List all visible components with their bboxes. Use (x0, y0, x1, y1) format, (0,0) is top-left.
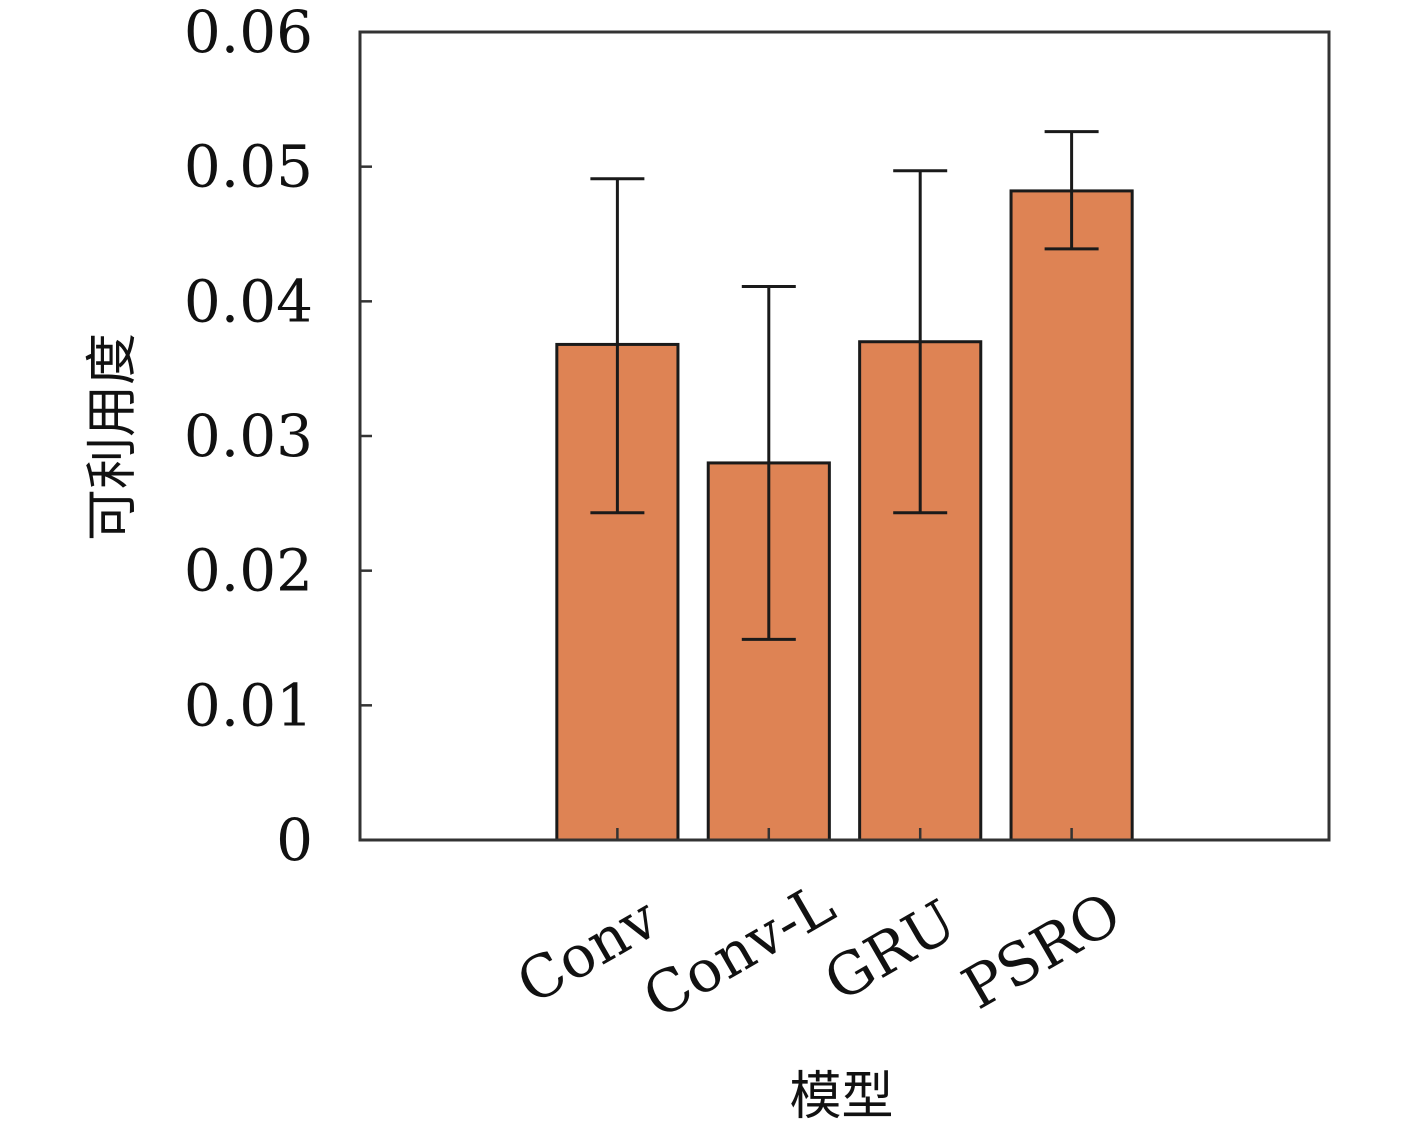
y-tick-label: 0.05 (184, 133, 313, 201)
x-axis-title: 模型 (789, 1067, 893, 1127)
y-tick-labels: 0 0.01 0.02 0.03 0.04 0.05 0.06 (184, 0, 313, 874)
y-tick-label: 0.04 (184, 267, 313, 335)
y-tick-label: 0 (276, 806, 313, 874)
y-tick-label: 0.01 (184, 671, 313, 739)
bar-psro (1009, 189, 1134, 842)
y-tick-label: 0.06 (184, 0, 313, 66)
bars-group (555, 189, 1134, 842)
y-tick-label: 0.02 (184, 537, 313, 605)
error-bars-group (590, 130, 1099, 641)
x-tick-label: Conv-L (632, 869, 846, 1032)
x-tick-label: GRU (813, 887, 967, 1015)
x-tick-label: PSRO (951, 879, 1132, 1023)
x-tick-label: Conv (506, 884, 670, 1018)
y-tick-label: 0.03 (184, 402, 313, 470)
ticks-group (360, 30, 1073, 842)
plot-area-frame (358, 30, 1331, 842)
y-axis-title: 可利用度 (83, 333, 143, 541)
